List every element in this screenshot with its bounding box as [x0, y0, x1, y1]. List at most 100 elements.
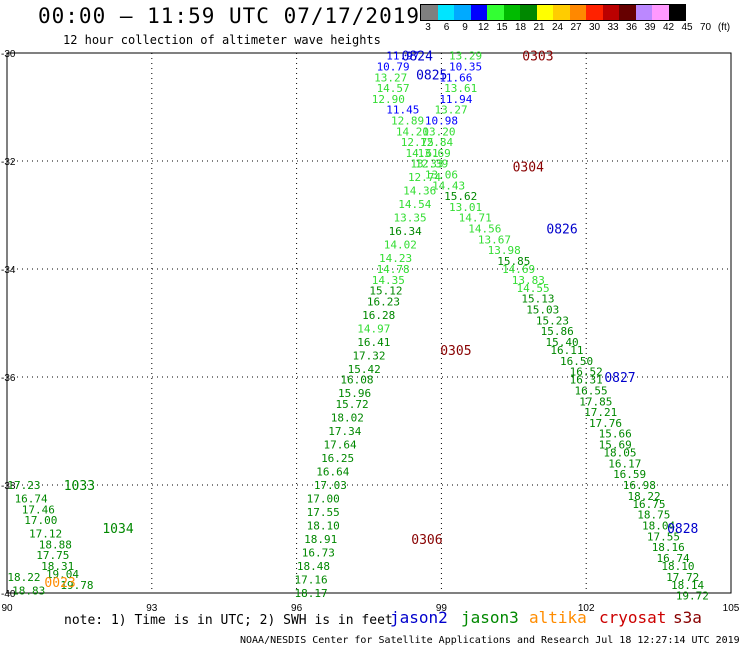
swh-value: 11.94 — [439, 93, 472, 106]
swh-value: 12.84 — [420, 136, 453, 149]
y-tick-label: -34 — [1, 265, 16, 276]
plot-frame — [6, 52, 732, 594]
color-swatch — [437, 5, 454, 20]
swh-value: 19.78 — [60, 579, 93, 592]
color-swatch — [454, 5, 471, 20]
swh-value: 10.98 — [425, 115, 458, 128]
swh-value: 13.61 — [444, 82, 477, 95]
swh-value: 14.02 — [384, 239, 417, 252]
swh-value: 17.00 — [307, 493, 340, 506]
swh-value: 18.48 — [297, 560, 330, 573]
swh-value: 16.73 — [302, 547, 335, 560]
swh-value: 16.28 — [362, 309, 395, 322]
time-label: 0306 — [411, 533, 442, 548]
time-label: 0305 — [440, 344, 471, 359]
swh-value: 15.62 — [444, 190, 477, 203]
swh-value: 13.67 — [478, 233, 511, 246]
chart-subtitle: 12 hour collection of altimeter wave hei… — [63, 33, 381, 47]
swh-value: 13.83 — [512, 274, 545, 287]
swh-value: 17.55 — [307, 506, 340, 519]
color-scale-labels: 3 6 9 12 15 18 21 24 27 30 33 36 39 42 45 70 (ft) — [420, 22, 740, 36]
color-swatch — [553, 5, 570, 20]
swh-value: 14.35 — [372, 274, 405, 287]
time-label: 0825 — [416, 69, 447, 84]
swh-value: 17.46 — [22, 503, 55, 516]
swh-value: 17.12 — [29, 528, 62, 541]
swh-value: 16.08 — [340, 374, 373, 387]
time-label: 0023 — [44, 576, 75, 591]
color-scale-level: 12 — [477, 22, 490, 33]
swh-value: 18.16 — [652, 541, 685, 554]
swh-value: 18.10 — [307, 520, 340, 533]
color-scale-bar — [420, 4, 686, 21]
swh-value: 13.69 — [418, 147, 451, 160]
swh-value: 16.55 — [574, 385, 607, 398]
swh-value: 13.27 — [434, 104, 467, 117]
time-label: 0826 — [546, 223, 577, 238]
color-scale-level: 39 — [644, 22, 656, 33]
swh-value: 17.23 — [7, 479, 40, 492]
swh-value: 14.54 — [398, 198, 431, 211]
color-scale-level: 27 — [570, 22, 582, 33]
swh-value: 13.98 — [488, 244, 521, 257]
swh-value: 13.01 — [449, 201, 482, 214]
swh-value: 16.52 — [570, 366, 603, 379]
swh-value: 12.74 — [408, 171, 441, 184]
swh-value: 15.03 — [526, 304, 559, 317]
y-tick-label: -38 — [1, 481, 16, 492]
swh-value: 12.75 — [401, 136, 434, 149]
color-scale-level: 70 — [699, 22, 712, 33]
swh-value: 17.72 — [666, 571, 699, 584]
time-label: 1034 — [102, 522, 133, 537]
color-swatch — [470, 5, 487, 20]
x-tick-label: 105 — [723, 603, 740, 614]
color-scale-level: 42 — [662, 22, 675, 33]
color-swatch — [569, 5, 586, 20]
swh-value: 16.75 — [632, 498, 665, 511]
swh-value: 16.98 — [623, 479, 656, 492]
swh-value: 12.89 — [391, 115, 424, 128]
swh-value: 15.66 — [599, 428, 632, 441]
color-swatch — [503, 5, 520, 20]
time-label: 0304 — [513, 160, 544, 175]
color-swatch — [668, 5, 685, 20]
swh-value: 15.72 — [336, 398, 369, 411]
swh-value: 14.57 — [377, 82, 410, 95]
swh-value: 18.75 — [637, 509, 670, 522]
y-tick-label: -40 — [1, 589, 16, 600]
color-scale-level: 15 — [496, 22, 508, 33]
x-tick-label: 96 — [291, 603, 303, 614]
satellite-name: cryosat — [599, 608, 667, 627]
swh-value: 14.56 — [468, 223, 501, 236]
swh-value: 16.59 — [613, 468, 646, 481]
swh-value: 11.97 — [386, 50, 419, 63]
color-swatch — [520, 5, 537, 20]
swh-value: 18.02 — [331, 412, 364, 425]
swh-value: 15.12 — [369, 285, 402, 298]
swh-value: 18.17 — [295, 587, 328, 600]
color-scale-level: 36 — [625, 22, 638, 33]
swh-value: 15.23 — [536, 314, 569, 327]
swh-value: 15.13 — [521, 293, 554, 306]
color-scale-level: 24 — [551, 22, 564, 33]
swh-value: 14.20 — [396, 125, 429, 138]
color-swatch — [586, 5, 603, 20]
time-label: 0824 — [402, 50, 433, 65]
swh-value: 16.74 — [15, 493, 48, 506]
swh-value: 13.29 — [449, 50, 482, 63]
swh-value: 14.23 — [379, 252, 412, 265]
color-scale-level: 6 — [443, 22, 450, 33]
swh-value: 14.61 — [406, 147, 439, 160]
swh-value: 17.32 — [352, 349, 385, 362]
swh-value: 16.11 — [550, 344, 583, 357]
swh-value: 14.43 — [432, 179, 465, 192]
swh-value: 14.55 — [517, 282, 550, 295]
color-swatch — [635, 5, 652, 20]
swh-value: 11.66 — [439, 71, 472, 84]
color-scale-level: 9 — [462, 22, 468, 33]
swh-value: 18.10 — [661, 560, 694, 573]
swh-value: 17.21 — [584, 406, 617, 419]
swh-value: 17.16 — [295, 574, 328, 587]
swh-value: 15.40 — [546, 336, 579, 349]
swh-value: 16.17 — [608, 457, 641, 470]
